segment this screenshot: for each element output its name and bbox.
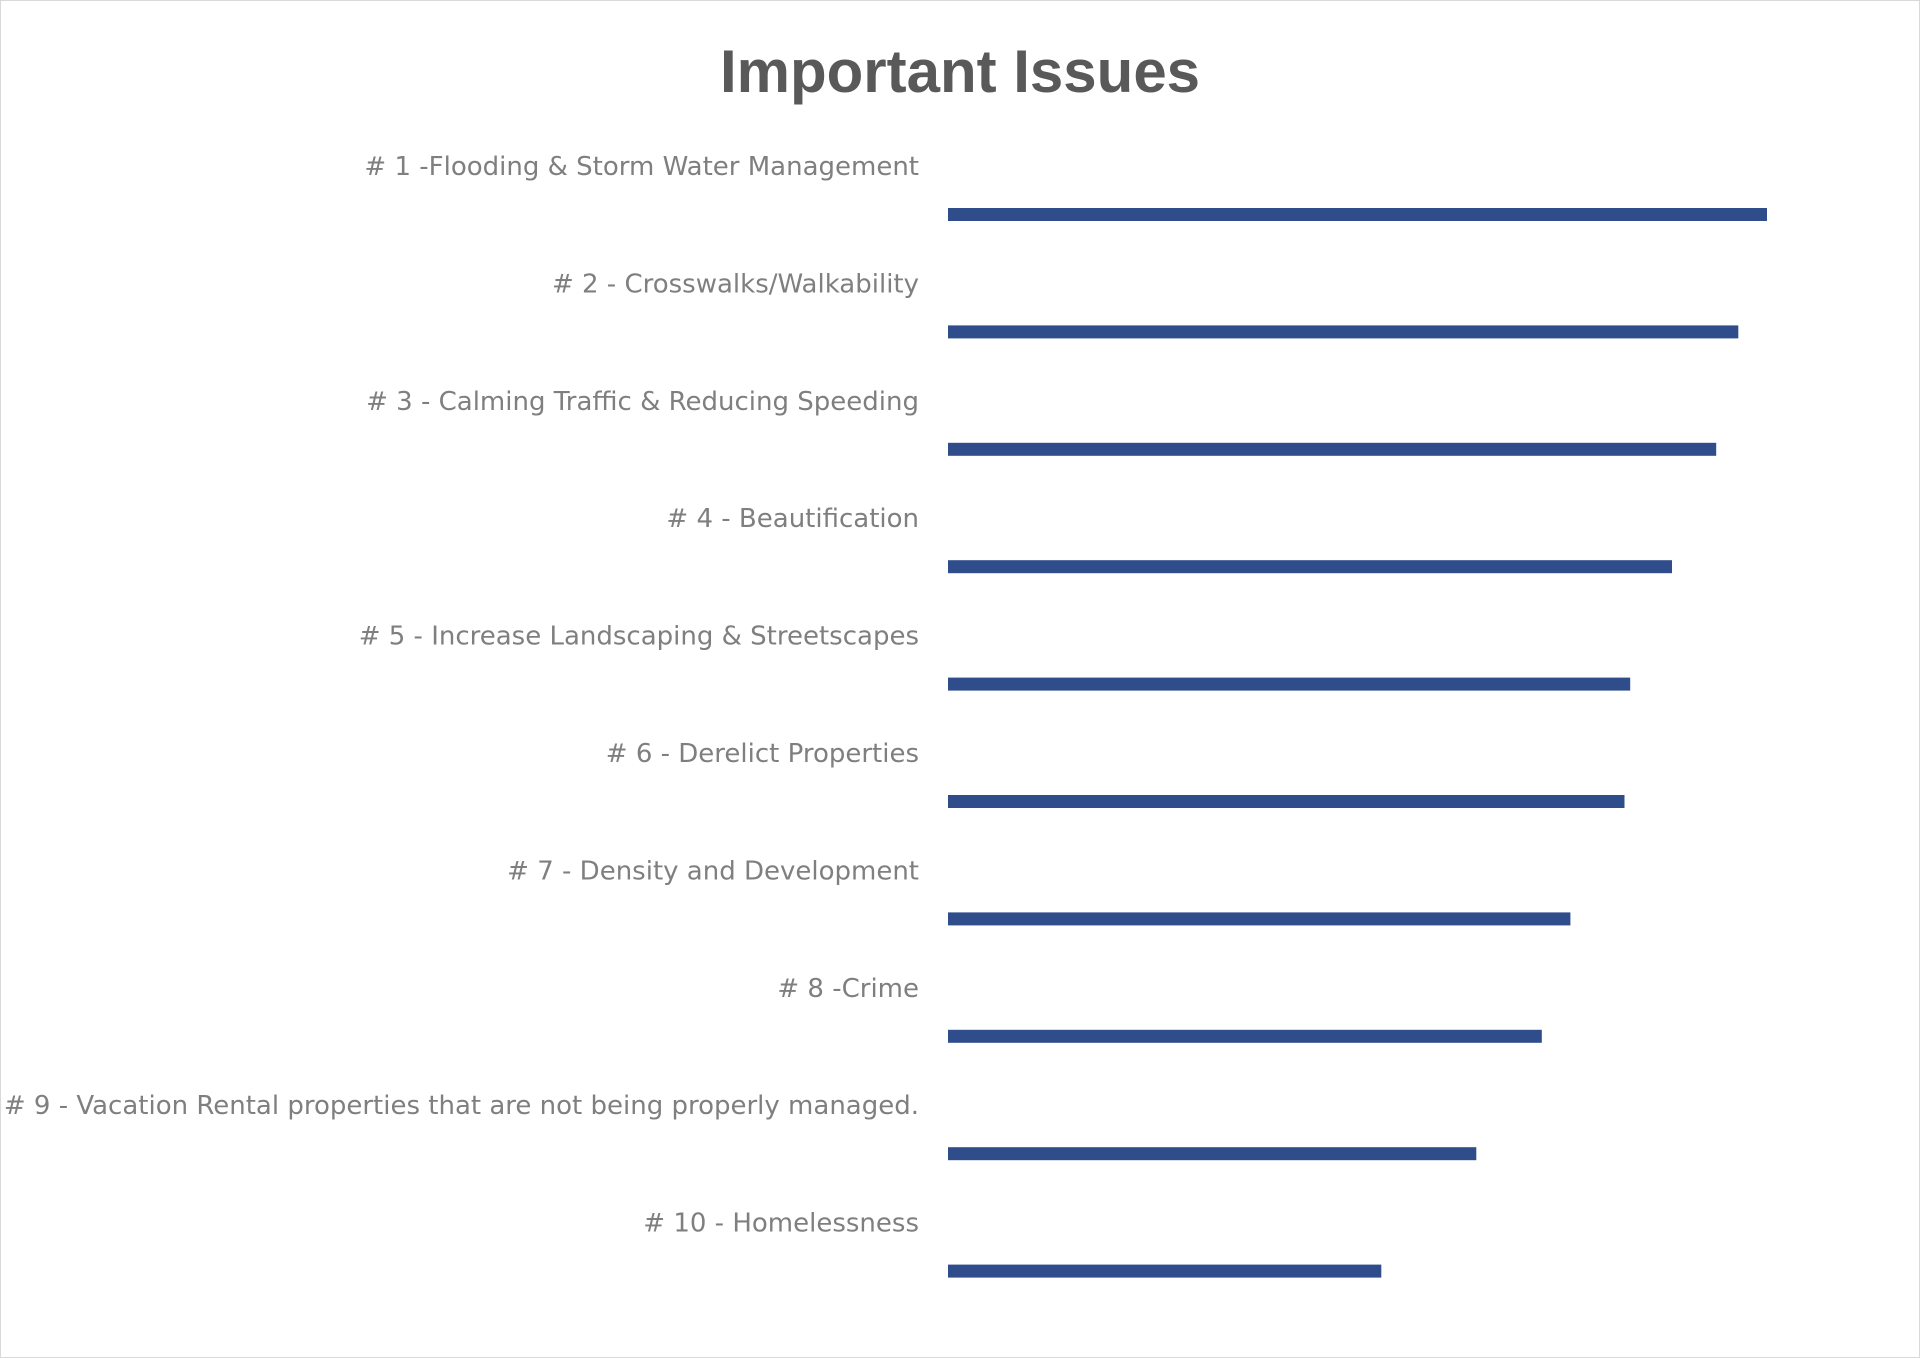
bar xyxy=(948,1029,1542,1043)
bar xyxy=(948,208,1767,221)
category-label: # 6 - Derelict Properties xyxy=(606,739,919,769)
bar xyxy=(948,442,1717,456)
bar xyxy=(948,560,1672,574)
category-label: # 5 - Increase Landscaping & Streetscape… xyxy=(359,622,919,652)
category-label: # 7 - Density and Development xyxy=(507,856,919,886)
bar xyxy=(948,912,1571,926)
category-label: # 8 -Crime xyxy=(777,974,919,1004)
category-labels: # 1 -Flooding & Storm Water Management # … xyxy=(4,152,919,1239)
bars xyxy=(948,208,1767,1278)
bar xyxy=(948,677,1631,691)
bar xyxy=(948,1264,1382,1278)
category-label: # 1 -Flooding & Storm Water Management xyxy=(364,152,919,182)
chart-title: Important Issues xyxy=(720,38,1200,105)
category-label: # 3 - Calming Traffic & Reducing Speedin… xyxy=(366,387,919,417)
category-label: # 10 - Homelessness xyxy=(643,1209,919,1239)
category-label: # 2 - Crosswalks/Walkability xyxy=(552,269,919,299)
category-label: # 9 - Vacation Rental properties that ar… xyxy=(4,1091,919,1121)
bar xyxy=(948,325,1739,339)
bar xyxy=(948,795,1625,808)
category-label: # 4 - Beautification xyxy=(666,504,919,534)
bar xyxy=(948,1147,1477,1161)
